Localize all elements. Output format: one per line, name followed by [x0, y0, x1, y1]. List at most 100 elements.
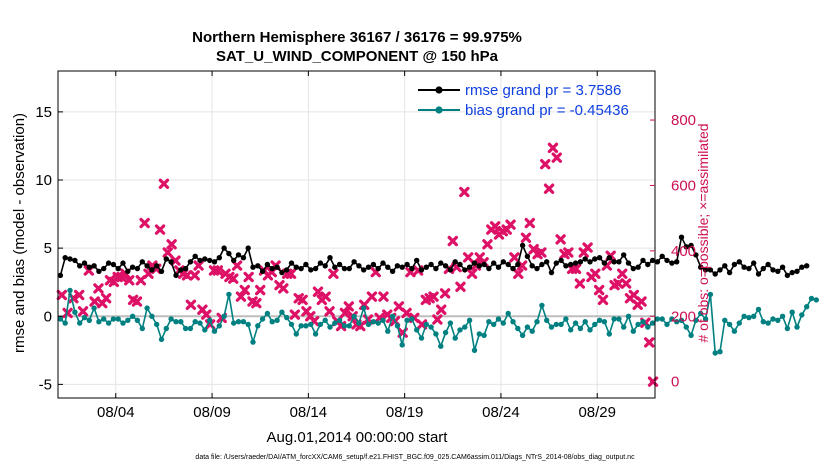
rmse-bias-series: [57, 234, 819, 356]
series-rmse-point: [712, 271, 718, 277]
chart-subtitle: SAT_U_WIND_COMPONENT @ 150 hPa: [216, 48, 499, 65]
series-rmse-point: [134, 265, 141, 272]
series-bias-point: [529, 328, 535, 334]
series-bias-point: [755, 306, 762, 313]
series-bias-point: [129, 313, 136, 319]
y-right-tick-label: 400: [671, 243, 696, 260]
series-bias-point: [81, 314, 88, 321]
series-rmse-point: [495, 264, 502, 270]
series-bias-point: [587, 327, 593, 333]
series-bias-point: [125, 317, 131, 323]
series-bias-point: [414, 327, 420, 333]
obs-marker: [93, 283, 104, 294]
series-rmse-point: [312, 265, 319, 272]
y-right-axis-label: # of obs: o=possible; ×=assimilated: [695, 123, 711, 342]
series-rmse-point: [779, 264, 786, 270]
series-rmse-point: [799, 264, 805, 270]
y-right-tick-label: 600: [671, 177, 696, 194]
series-rmse-point: [611, 259, 617, 265]
legend-bias-marker: [435, 106, 443, 114]
obs-marker: [228, 273, 239, 284]
series-rmse-point: [722, 263, 728, 269]
obs-marker: [131, 296, 143, 307]
series-bias-point: [365, 321, 372, 328]
obs-marker: [77, 306, 89, 317]
series-rmse-point: [250, 264, 256, 270]
x-axis-label: Aug.01,2014 00:00:00 start: [267, 429, 449, 446]
obs-marker: [540, 158, 551, 170]
series-bias-point: [784, 325, 791, 332]
obs-marker: [617, 268, 628, 279]
series-rmse-point: [303, 261, 309, 268]
series-bias-point: [221, 313, 227, 319]
series-bias-point: [693, 317, 699, 323]
obs-marker: [162, 247, 173, 258]
series-rmse-point: [380, 260, 386, 266]
series-bias-point: [601, 319, 608, 325]
series-bias-point: [726, 321, 733, 328]
series-rmse-point: [409, 265, 415, 272]
series-bias-point: [182, 325, 189, 332]
obs-marker: [185, 299, 197, 311]
series-rmse-point: [192, 253, 198, 259]
obs-marker: [73, 289, 85, 301]
series-rmse-point: [630, 265, 636, 272]
series-bias-point: [592, 321, 598, 328]
series-bias-point: [779, 313, 786, 319]
series-rmse-point: [760, 265, 766, 272]
series-rmse-point: [173, 272, 179, 279]
series-bias-point: [678, 317, 685, 323]
series-bias-point: [298, 323, 304, 329]
series-rmse-point: [346, 265, 352, 272]
series-rmse-point: [197, 257, 203, 264]
series-bias-point: [515, 325, 521, 332]
series-bias-point: [813, 297, 819, 303]
series-bias-point: [433, 331, 439, 337]
grid-lines: [58, 71, 655, 398]
obs-marker: [320, 291, 331, 302]
series-rmse-point: [462, 267, 468, 273]
obs-marker: [401, 307, 412, 319]
series-bias-point: [765, 320, 771, 326]
series-bias-point: [57, 316, 64, 322]
legend-bias-label: bias grand pr = -0.45436: [465, 102, 629, 119]
series-bias-point: [62, 320, 68, 326]
series-rmse-point: [375, 265, 381, 272]
obs-marker: [447, 235, 458, 247]
series-bias-point: [746, 314, 752, 321]
series-bias-point: [698, 310, 704, 317]
series-rmse-point: [120, 260, 126, 266]
obs-marker: [593, 284, 605, 296]
series-rmse-point: [654, 259, 661, 265]
obs-marker: [255, 284, 266, 296]
series-rmse-point: [322, 263, 328, 269]
series-bias-point: [452, 335, 458, 341]
series-rmse-point: [293, 264, 299, 270]
obs-marker: [62, 307, 73, 319]
obs-marker: [231, 260, 243, 271]
series-bias-point: [563, 316, 569, 322]
series-rmse-point: [389, 268, 396, 274]
y-right-tick-label: 0: [671, 374, 679, 391]
series-bias-point: [659, 316, 665, 322]
series-rmse-point: [317, 260, 324, 266]
series-rmse-point: [471, 260, 478, 266]
series-rmse-point: [288, 260, 295, 266]
series-rmse-point: [158, 268, 165, 274]
series-rmse-point: [645, 261, 651, 268]
series-rmse-point: [804, 263, 810, 269]
series-bias-point: [674, 319, 680, 325]
series-bias-point: [327, 324, 333, 330]
series-bias-point: [322, 317, 328, 323]
series-bias-point: [288, 321, 295, 328]
series-bias-point: [380, 317, 386, 323]
series-rmse-point: [279, 269, 285, 276]
series-rmse-point: [438, 260, 444, 266]
series-bias-point: [192, 319, 198, 325]
y-tick-label: -5: [39, 376, 52, 393]
series-bias-point: [804, 304, 810, 310]
series-bias-point: [621, 324, 627, 330]
series-rmse-point: [370, 261, 377, 268]
series-rmse-point: [447, 267, 454, 273]
series-bias-point: [389, 313, 396, 319]
